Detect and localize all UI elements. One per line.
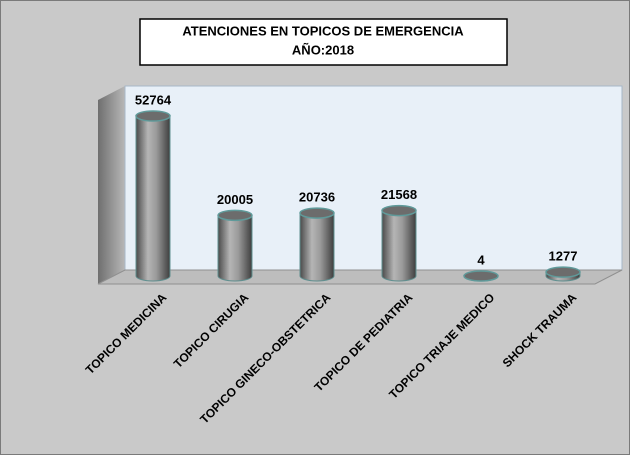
side-wall	[98, 86, 125, 284]
data-label: 4	[477, 252, 485, 267]
data-label: 1277	[549, 249, 578, 264]
data-label: 20005	[217, 192, 253, 207]
data-label: 21568	[381, 187, 417, 202]
title-box	[139, 18, 508, 66]
bar	[463, 270, 499, 282]
floor	[97, 269, 623, 285]
data-label: 52764	[135, 92, 172, 107]
bar	[135, 110, 171, 282]
bar	[545, 266, 581, 282]
bar	[217, 209, 253, 282]
chart-subtitle: AÑO:2018	[292, 42, 354, 57]
back-wall	[124, 85, 623, 271]
data-label: 20736	[299, 190, 335, 205]
chart-title: ATENCIONES EN TOPICOS DE EMERGENCIA	[182, 23, 464, 38]
bar	[299, 207, 335, 282]
bar	[381, 204, 417, 282]
